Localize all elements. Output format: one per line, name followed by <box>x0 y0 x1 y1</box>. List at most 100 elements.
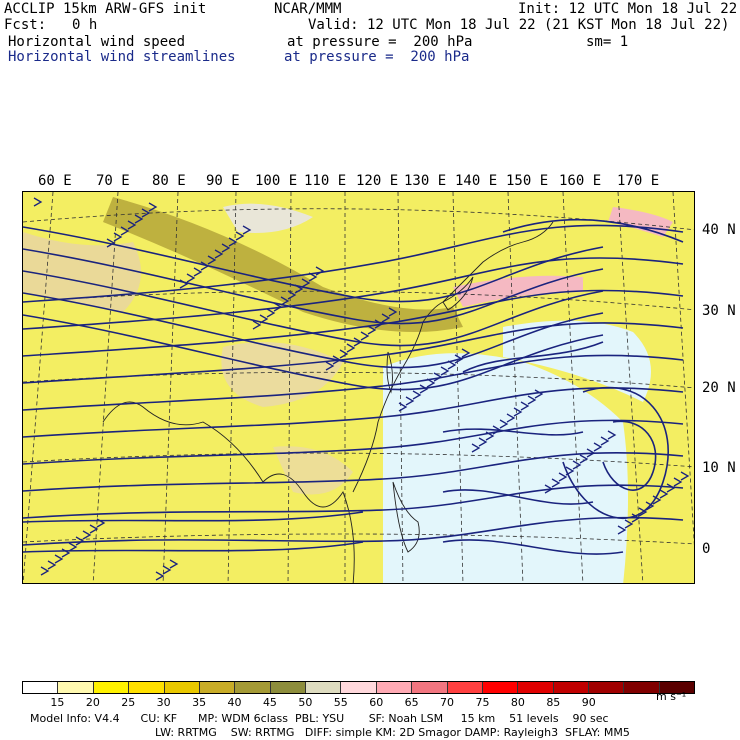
terrain-area <box>221 342 343 407</box>
streamline-arrow <box>155 571 165 581</box>
streamline-arrow <box>273 302 283 312</box>
streamline-arrow <box>148 202 158 212</box>
streamline-arrow <box>659 489 669 499</box>
streamline <box>23 541 364 553</box>
fcst-value: 0 h <box>72 17 98 33</box>
streamline-arrow <box>214 249 224 259</box>
streamline-arrow <box>127 220 137 230</box>
streamline-arrow <box>259 314 269 324</box>
streamline-arrow <box>617 525 627 535</box>
colorbar-swatch <box>518 682 554 693</box>
streamline-arrow <box>579 454 589 464</box>
colorbar-swatch <box>93 682 130 693</box>
streamline-arrow <box>235 231 245 241</box>
colorbar-label: 75 <box>475 696 490 709</box>
streamline <box>23 511 364 523</box>
colorbar-swatch <box>412 682 448 693</box>
colorbar-swatch <box>659 682 695 693</box>
colorbar-label: 20 <box>85 696 100 709</box>
streamline <box>502 218 684 243</box>
streamline-arrow <box>666 483 676 493</box>
field1-smooth: sm= 1 <box>586 34 629 50</box>
low-speed-area <box>383 353 628 583</box>
streamline-arrow <box>388 307 398 317</box>
streamline-arrow <box>252 320 262 330</box>
streamline-arrow <box>478 437 488 447</box>
streamline-arrow <box>433 372 443 382</box>
streamline-arrow <box>40 566 50 576</box>
terrain-area <box>223 203 313 233</box>
colorbar-swatch <box>306 682 342 693</box>
jet-core <box>103 197 463 332</box>
colorbar-label: 15 <box>50 696 65 709</box>
streamline <box>23 451 684 492</box>
colorbar-unit: m s⁻¹ <box>656 690 687 703</box>
streamline <box>462 341 604 373</box>
field2-level: at pressure = 200 hPa <box>284 49 470 65</box>
colorbar-swatch <box>624 682 660 693</box>
colorbar-swatch <box>376 682 413 693</box>
streamline <box>23 354 684 411</box>
streamline-arrow <box>186 273 196 283</box>
streamline-arrow <box>141 208 151 218</box>
streamline-arrow <box>471 443 481 453</box>
center-label: NCAR/MMM <box>274 1 342 17</box>
lon-label: 70 E <box>96 173 130 189</box>
wind-map <box>22 191 695 584</box>
fcst-label: Fcst: <box>4 17 47 33</box>
streamline-arrow <box>325 361 335 371</box>
lon-label: 170 E <box>617 173 660 189</box>
colorbar-swatch <box>553 682 589 693</box>
streamline <box>23 314 604 391</box>
streamline-arrow <box>607 430 617 440</box>
streamline-arrow <box>242 225 252 235</box>
streamline-arrow <box>419 384 429 394</box>
streamline-arrow <box>120 226 130 236</box>
streamline-arrow <box>534 389 544 399</box>
streamline <box>23 226 604 303</box>
streamline-arrow <box>207 255 217 265</box>
streamline-arrow <box>499 419 509 429</box>
streamline-arrow <box>447 360 457 370</box>
streamline-arrow <box>221 243 231 253</box>
colorbar-swatch <box>482 682 519 693</box>
lon-label: 60 E <box>38 173 72 189</box>
wind-map-canvas <box>23 192 694 583</box>
streamline-arrow <box>492 425 502 435</box>
lon-label: 130 E <box>404 173 447 189</box>
streamline-arrow <box>294 284 304 294</box>
lon-label: 110 E <box>304 173 347 189</box>
streamline <box>23 257 684 330</box>
streamline-arrow <box>280 296 290 306</box>
streamline-arrow <box>645 501 655 511</box>
streamline-arrow <box>308 272 318 282</box>
colorbar-swatch <box>129 682 165 693</box>
lon-label: 120 E <box>356 173 399 189</box>
streamline-arrow <box>520 401 530 411</box>
colorbar-label: 60 <box>369 696 384 709</box>
streamline-arrow <box>68 542 78 552</box>
streamline <box>23 387 684 438</box>
streamline-arrow <box>572 460 582 470</box>
streamline-arrow <box>96 518 106 528</box>
colorbar-swatch <box>199 682 236 693</box>
lat-label: 40 N <box>702 222 736 238</box>
streamline-arrow <box>134 214 144 224</box>
colorbar-label: 50 <box>298 696 313 709</box>
field2-name: Horizontal wind streamlines <box>8 49 236 65</box>
streamline-arrow <box>454 354 464 364</box>
colorbar-swatch <box>447 682 483 693</box>
colorbar-swatch <box>58 682 94 693</box>
streamline <box>442 489 594 505</box>
colorbar-label: 80 <box>510 696 525 709</box>
streamline-arrow <box>544 484 554 494</box>
lon-label: 140 E <box>455 173 498 189</box>
colorbar-label: 45 <box>262 696 277 709</box>
streamline <box>602 420 657 491</box>
colorbar-label: 40 <box>227 696 242 709</box>
colorbar-label: 90 <box>581 696 596 709</box>
streamline <box>23 516 684 546</box>
wind-streamlines <box>23 197 690 581</box>
colorbar-swatch <box>589 682 625 693</box>
colorbar-label: 70 <box>440 696 455 709</box>
